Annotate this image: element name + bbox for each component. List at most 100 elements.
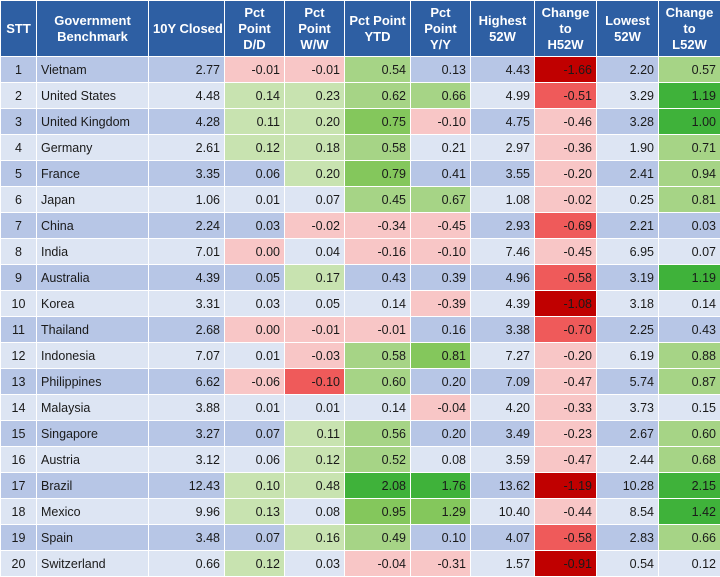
cell-benchmark-name: Thailand <box>37 317 149 343</box>
cell-10y-closed: 2.77 <box>149 57 225 83</box>
cell-stt: 11 <box>1 317 37 343</box>
cell-10y-closed: 7.07 <box>149 343 225 369</box>
cell-change-h52w: -0.33 <box>535 395 597 421</box>
cell-pct-yy: 0.39 <box>411 265 471 291</box>
cell-change-h52w: -0.47 <box>535 447 597 473</box>
cell-pct-yy: 0.20 <box>411 421 471 447</box>
cell-pct-ww: 0.11 <box>285 421 345 447</box>
cell-pct-dd: 0.12 <box>225 135 285 161</box>
cell-pct-ytd: 0.49 <box>345 525 411 551</box>
cell-pct-yy: -0.31 <box>411 551 471 577</box>
cell-change-h52w: -0.58 <box>535 525 597 551</box>
cell-pct-yy: 0.13 <box>411 57 471 83</box>
cell-lowest-52w: 2.25 <box>597 317 659 343</box>
cell-change-h52w: -0.47 <box>535 369 597 395</box>
cell-change-h52w: -0.23 <box>535 421 597 447</box>
cell-lowest-52w: 2.41 <box>597 161 659 187</box>
cell-pct-ww: -0.10 <box>285 369 345 395</box>
cell-pct-ww: 0.16 <box>285 525 345 551</box>
cell-pct-yy: 1.29 <box>411 499 471 525</box>
cell-highest-52w: 3.38 <box>471 317 535 343</box>
cell-pct-dd: 0.13 <box>225 499 285 525</box>
cell-pct-ww: 0.05 <box>285 291 345 317</box>
cell-change-l52w: 0.57 <box>659 57 720 83</box>
cell-pct-ytd: -0.34 <box>345 213 411 239</box>
cell-stt: 19 <box>1 525 37 551</box>
cell-10y-closed: 2.24 <box>149 213 225 239</box>
cell-lowest-52w: 8.54 <box>597 499 659 525</box>
cell-pct-dd: 0.01 <box>225 187 285 213</box>
cell-pct-yy: 0.21 <box>411 135 471 161</box>
cell-change-h52w: -1.66 <box>535 57 597 83</box>
cell-highest-52w: 4.99 <box>471 83 535 109</box>
cell-lowest-52w: 3.18 <box>597 291 659 317</box>
cell-10y-closed: 3.88 <box>149 395 225 421</box>
cell-pct-ww: 0.20 <box>285 161 345 187</box>
cell-highest-52w: 7.46 <box>471 239 535 265</box>
cell-benchmark-name: France <box>37 161 149 187</box>
cell-pct-ww: 0.01 <box>285 395 345 421</box>
cell-pct-dd: 0.01 <box>225 343 285 369</box>
cell-pct-dd: 0.03 <box>225 213 285 239</box>
cell-benchmark-name: Vietnam <box>37 57 149 83</box>
cell-change-l52w: 0.66 <box>659 525 720 551</box>
cell-highest-52w: 4.39 <box>471 291 535 317</box>
cell-pct-dd: -0.06 <box>225 369 285 395</box>
cell-highest-52w: 3.49 <box>471 421 535 447</box>
cell-highest-52w: 10.40 <box>471 499 535 525</box>
cell-10y-closed: 2.61 <box>149 135 225 161</box>
cell-pct-ww: -0.01 <box>285 57 345 83</box>
cell-pct-ytd: 2.08 <box>345 473 411 499</box>
cell-pct-ytd: 0.60 <box>345 369 411 395</box>
cell-pct-yy: 0.81 <box>411 343 471 369</box>
cell-10y-closed: 3.35 <box>149 161 225 187</box>
cell-lowest-52w: 2.44 <box>597 447 659 473</box>
cell-benchmark-name: Philippines <box>37 369 149 395</box>
cell-pct-yy: 1.76 <box>411 473 471 499</box>
cell-stt: 17 <box>1 473 37 499</box>
cell-change-h52w: -0.58 <box>535 265 597 291</box>
cell-stt: 1 <box>1 57 37 83</box>
cell-10y-closed: 12.43 <box>149 473 225 499</box>
cell-pct-ww: 0.12 <box>285 447 345 473</box>
cell-change-l52w: 0.43 <box>659 317 720 343</box>
cell-pct-ww: -0.03 <box>285 343 345 369</box>
cell-pct-ytd: 0.43 <box>345 265 411 291</box>
cell-benchmark-name: Spain <box>37 525 149 551</box>
cell-benchmark-name: Malaysia <box>37 395 149 421</box>
cell-pct-ytd: 0.45 <box>345 187 411 213</box>
cell-pct-ww: 0.20 <box>285 109 345 135</box>
cell-pct-yy: 0.66 <box>411 83 471 109</box>
cell-lowest-52w: 6.95 <box>597 239 659 265</box>
cell-change-h52w: -1.08 <box>535 291 597 317</box>
cell-change-l52w: 1.00 <box>659 109 720 135</box>
cell-change-h52w: -0.44 <box>535 499 597 525</box>
cell-pct-dd: 0.10 <box>225 473 285 499</box>
cell-lowest-52w: 0.25 <box>597 187 659 213</box>
cell-pct-ytd: -0.01 <box>345 317 411 343</box>
cell-pct-ytd: 0.79 <box>345 161 411 187</box>
cell-highest-52w: 3.59 <box>471 447 535 473</box>
cell-stt: 18 <box>1 499 37 525</box>
cell-change-l52w: 0.12 <box>659 551 720 577</box>
cell-10y-closed: 3.12 <box>149 447 225 473</box>
cell-pct-dd: 0.05 <box>225 265 285 291</box>
cell-highest-52w: 1.08 <box>471 187 535 213</box>
cell-pct-ww: 0.03 <box>285 551 345 577</box>
cell-lowest-52w: 1.90 <box>597 135 659 161</box>
cell-benchmark-name: Mexico <box>37 499 149 525</box>
